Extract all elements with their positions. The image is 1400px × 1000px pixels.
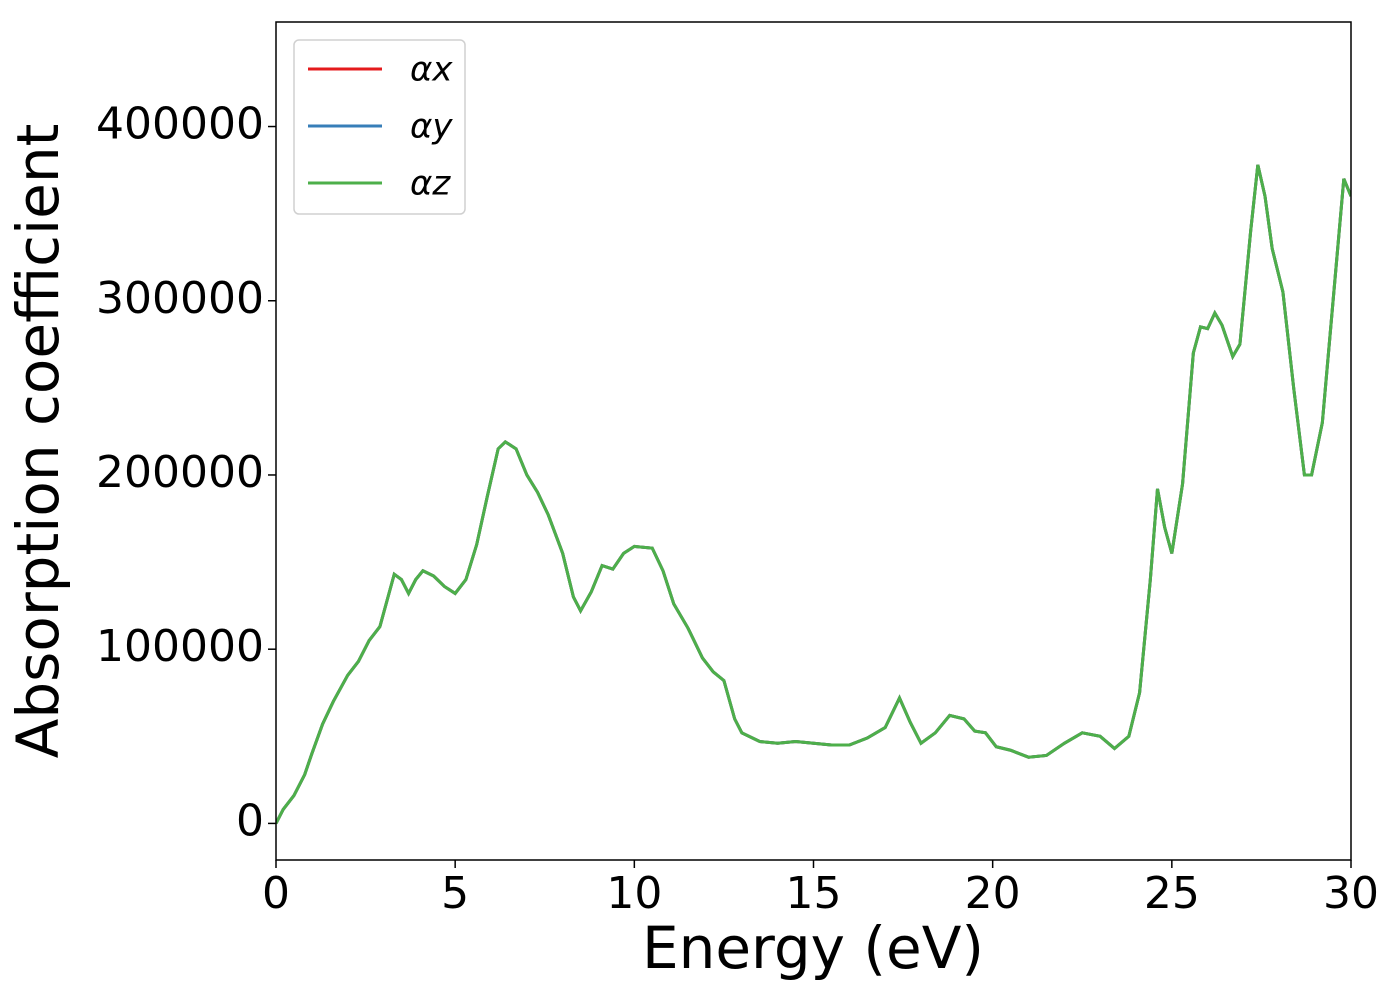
y-tick-label: 200000 <box>96 447 264 498</box>
x-tick-label: 5 <box>441 868 469 919</box>
x-tick-label: 25 <box>1144 868 1200 919</box>
series-line <box>276 164 1351 825</box>
y-tick-label: 400000 <box>96 99 264 150</box>
series-line <box>276 164 1351 825</box>
legend-label: αy <box>410 107 453 147</box>
x-tick-label: 10 <box>606 868 662 919</box>
y-tick-label: 100000 <box>96 621 264 672</box>
y-tick-label: 0 <box>236 795 264 846</box>
x-tick-label: 15 <box>786 868 842 919</box>
y-axis-label: Absorption coefficient <box>4 124 72 759</box>
x-axis-label: Energy (eV) <box>642 914 984 982</box>
y-tick-label: 300000 <box>96 273 264 324</box>
x-tick-label: 0 <box>262 868 290 919</box>
x-tick-label: 20 <box>965 868 1021 919</box>
series-line <box>276 164 1351 825</box>
legend-label: αz <box>410 164 451 204</box>
x-tick-label: 30 <box>1323 868 1379 919</box>
plot-frame <box>275 21 1352 861</box>
legend-label: αx <box>410 50 453 90</box>
